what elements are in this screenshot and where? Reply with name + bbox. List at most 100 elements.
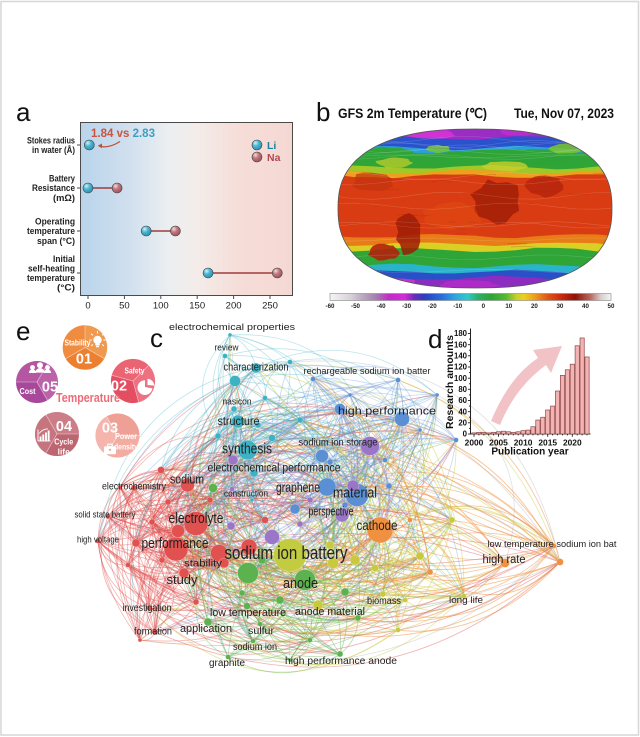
svg-text:Resistance: Resistance bbox=[32, 183, 75, 193]
svg-text:250: 250 bbox=[262, 301, 278, 312]
svg-text:Power: Power bbox=[115, 432, 137, 441]
svg-text:sulfur: sulfur bbox=[248, 626, 275, 637]
svg-text:e: e bbox=[16, 316, 30, 346]
svg-text:sodium ion battery: sodium ion battery bbox=[225, 542, 349, 563]
svg-text:40: 40 bbox=[582, 303, 589, 310]
svg-text:2000: 2000 bbox=[465, 438, 484, 448]
svg-text:150: 150 bbox=[189, 301, 205, 312]
svg-text:in water (Å): in water (Å) bbox=[32, 145, 75, 155]
svg-text:05: 05 bbox=[42, 380, 58, 396]
svg-text:40: 40 bbox=[458, 407, 467, 416]
svg-text:100: 100 bbox=[153, 301, 169, 312]
svg-text:b: b bbox=[316, 97, 330, 127]
svg-text:high voltage: high voltage bbox=[77, 535, 119, 546]
svg-text:high rate: high rate bbox=[483, 554, 526, 566]
svg-text:perspective: perspective bbox=[309, 505, 354, 519]
svg-text:high performance: high performance bbox=[338, 406, 436, 418]
svg-text:review: review bbox=[215, 343, 239, 353]
svg-text:Stability: Stability bbox=[65, 339, 91, 348]
svg-text:120: 120 bbox=[454, 363, 468, 372]
svg-text:30: 30 bbox=[556, 303, 563, 310]
svg-text:long life: long life bbox=[449, 595, 483, 605]
svg-text:graphene: graphene bbox=[276, 479, 320, 495]
svg-text:Stokes radius: Stokes radius bbox=[27, 135, 75, 145]
svg-text:electrochemical properties: electrochemical properties bbox=[169, 322, 295, 332]
svg-text:-10: -10 bbox=[453, 303, 463, 310]
svg-text:synthesis: synthesis bbox=[222, 442, 272, 458]
svg-text:0: 0 bbox=[463, 430, 468, 439]
svg-text:(mΩ): (mΩ) bbox=[53, 193, 75, 203]
svg-text:100: 100 bbox=[454, 374, 468, 383]
svg-text:sodium ion storage: sodium ion storage bbox=[299, 437, 378, 449]
svg-text:200: 200 bbox=[226, 301, 242, 312]
svg-text:2005: 2005 bbox=[489, 438, 508, 448]
svg-text:Publication year: Publication year bbox=[491, 447, 568, 458]
svg-text:cathode: cathode bbox=[357, 517, 398, 533]
svg-text:2015: 2015 bbox=[538, 438, 557, 448]
svg-text:20: 20 bbox=[531, 303, 538, 310]
svg-text:performance: performance bbox=[142, 536, 209, 552]
svg-text:2010: 2010 bbox=[514, 438, 533, 448]
svg-text:structure: structure bbox=[218, 414, 260, 428]
svg-text:50: 50 bbox=[119, 301, 130, 312]
svg-text:Battery: Battery bbox=[49, 174, 76, 184]
svg-text:10: 10 bbox=[505, 303, 512, 310]
svg-text:60: 60 bbox=[458, 396, 467, 405]
svg-text:anode: anode bbox=[283, 575, 318, 592]
svg-text:140: 140 bbox=[454, 352, 468, 361]
svg-text:nasicon: nasicon bbox=[223, 397, 252, 408]
svg-text:application: application bbox=[180, 623, 232, 635]
svg-text:1.84 vs 2.83: 1.84 vs 2.83 bbox=[91, 128, 155, 140]
svg-text:electrolyte: electrolyte bbox=[169, 511, 224, 527]
svg-text:GFS 2m Temperature (℃): GFS 2m Temperature (℃) bbox=[338, 105, 487, 121]
svg-text:low temperature: low temperature bbox=[210, 607, 286, 619]
svg-text:investigation: investigation bbox=[123, 603, 172, 614]
svg-text:density: density bbox=[114, 443, 138, 452]
svg-text:50: 50 bbox=[608, 303, 615, 310]
svg-text:sodium ion: sodium ion bbox=[233, 642, 277, 653]
svg-text:formation: formation bbox=[134, 626, 172, 638]
svg-text:electrochemical performance: electrochemical performance bbox=[208, 463, 341, 475]
svg-text:0: 0 bbox=[85, 301, 90, 312]
svg-text:biomass: biomass bbox=[367, 596, 401, 607]
svg-text:0: 0 bbox=[482, 303, 486, 310]
svg-text:Tue, Nov 07, 2023: Tue, Nov 07, 2023 bbox=[514, 105, 614, 121]
svg-text:Cost: Cost bbox=[20, 387, 36, 396]
svg-text:characterization: characterization bbox=[224, 362, 289, 374]
svg-text:sodium: sodium bbox=[170, 472, 204, 487]
svg-text:c: c bbox=[150, 323, 163, 353]
svg-text:anode material: anode material bbox=[295, 606, 365, 618]
svg-text:-40: -40 bbox=[377, 303, 387, 310]
svg-text:d: d bbox=[428, 324, 442, 354]
svg-text:Safety: Safety bbox=[125, 367, 145, 376]
svg-text:(°C): (°C) bbox=[57, 283, 75, 293]
svg-text:Research amounts: Research amounts bbox=[444, 335, 456, 429]
svg-text:a: a bbox=[16, 97, 31, 127]
svg-text:01: 01 bbox=[76, 352, 92, 368]
svg-text:-50: -50 bbox=[351, 303, 361, 310]
svg-text:20: 20 bbox=[458, 419, 467, 428]
svg-text:-30: -30 bbox=[402, 303, 412, 310]
svg-text:rechargeable sodium ion batter: rechargeable sodium ion batter bbox=[304, 366, 431, 376]
svg-text:2020: 2020 bbox=[563, 438, 582, 448]
svg-text:180: 180 bbox=[454, 329, 468, 338]
svg-text:04: 04 bbox=[56, 419, 72, 435]
svg-text:-60: -60 bbox=[326, 303, 336, 310]
svg-text:Temperature: Temperature bbox=[56, 391, 120, 405]
svg-text:Initial: Initial bbox=[53, 254, 75, 264]
svg-text:study: study bbox=[167, 573, 199, 587]
svg-text:02: 02 bbox=[111, 379, 127, 395]
svg-text:self-heating: self-heating bbox=[28, 263, 75, 273]
svg-text:solid state battery: solid state battery bbox=[75, 510, 136, 520]
svg-text:stability: stability bbox=[184, 559, 222, 570]
svg-text:Operating: Operating bbox=[35, 217, 75, 227]
svg-text:Li: Li bbox=[267, 140, 276, 152]
svg-text:-20: -20 bbox=[428, 303, 438, 310]
svg-text:Na: Na bbox=[267, 152, 281, 164]
svg-text:electrochemistry: electrochemistry bbox=[102, 482, 166, 493]
svg-text:construction: construction bbox=[224, 489, 268, 500]
svg-text:low temperature sodium ion bat: low temperature sodium ion bat bbox=[488, 539, 617, 550]
svg-text:graphite: graphite bbox=[209, 658, 245, 669]
svg-text:life: life bbox=[58, 448, 71, 457]
svg-text:span (°C): span (°C) bbox=[37, 236, 75, 246]
